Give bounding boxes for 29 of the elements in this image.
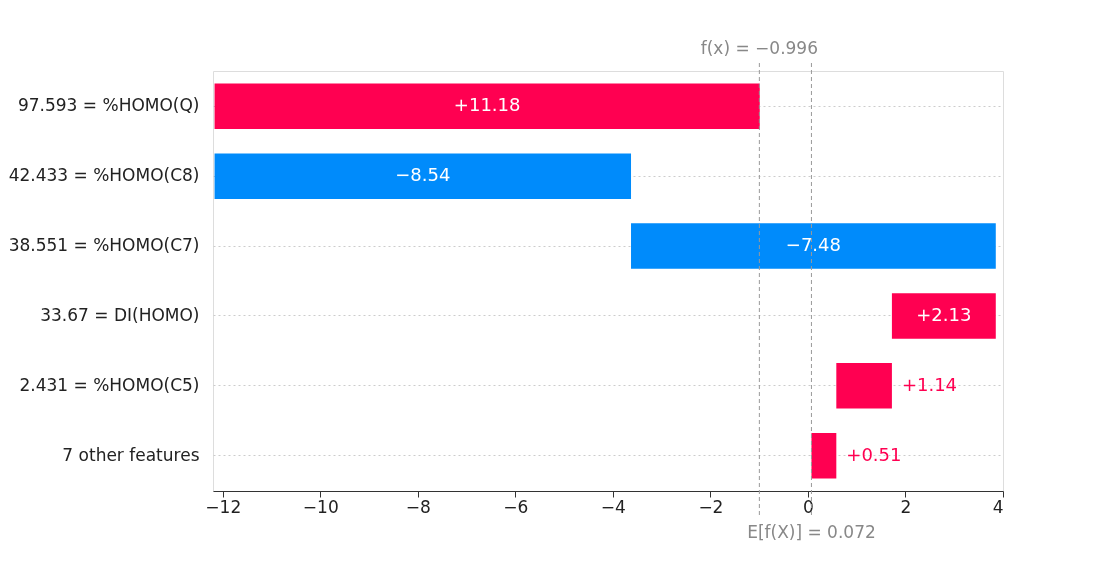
y-tick-label: 38.551 = %HOMO(C7) bbox=[8, 235, 200, 256]
ref-line-label: f(x) = −0.996 bbox=[700, 38, 819, 58]
y-tick-label: 7 other features bbox=[62, 444, 200, 465]
bar bbox=[891, 293, 996, 339]
bar bbox=[214, 153, 632, 199]
bar bbox=[836, 363, 892, 409]
bar bbox=[811, 433, 837, 479]
data-label: +11.18 bbox=[453, 94, 521, 116]
x-tick-label: −6 bbox=[503, 496, 529, 517]
x-tick-label: −4 bbox=[600, 496, 626, 517]
data-label: +1.14 bbox=[901, 373, 958, 395]
y-tick-label: 97.593 = %HOMO(Q) bbox=[17, 95, 200, 116]
ref-line-label: E[f(X)] = 0.072 bbox=[747, 522, 876, 542]
x-tick-label: 4 bbox=[992, 496, 1004, 517]
x-tick-label: 2 bbox=[900, 496, 912, 517]
x-tick-label: 0 bbox=[803, 496, 814, 517]
bar bbox=[631, 223, 996, 269]
x-tick-label: −12 bbox=[205, 496, 242, 517]
data-label: +0.51 bbox=[846, 443, 902, 465]
data-label: −7.48 bbox=[785, 234, 841, 256]
bar bbox=[214, 83, 760, 129]
x-tick-label: −2 bbox=[698, 496, 724, 517]
data-label: +2.13 bbox=[916, 303, 972, 325]
y-tick-label: 33.67 = DI(HOMO) bbox=[40, 304, 200, 325]
x-tick-label: −8 bbox=[405, 496, 431, 517]
y-tick-label: 42.433 = %HOMO(C8) bbox=[8, 165, 200, 186]
data-label: −8.54 bbox=[395, 164, 451, 186]
y-tick-label: 2.431 = %HOMO(C5) bbox=[19, 374, 200, 395]
x-tick-label: −10 bbox=[302, 496, 339, 517]
